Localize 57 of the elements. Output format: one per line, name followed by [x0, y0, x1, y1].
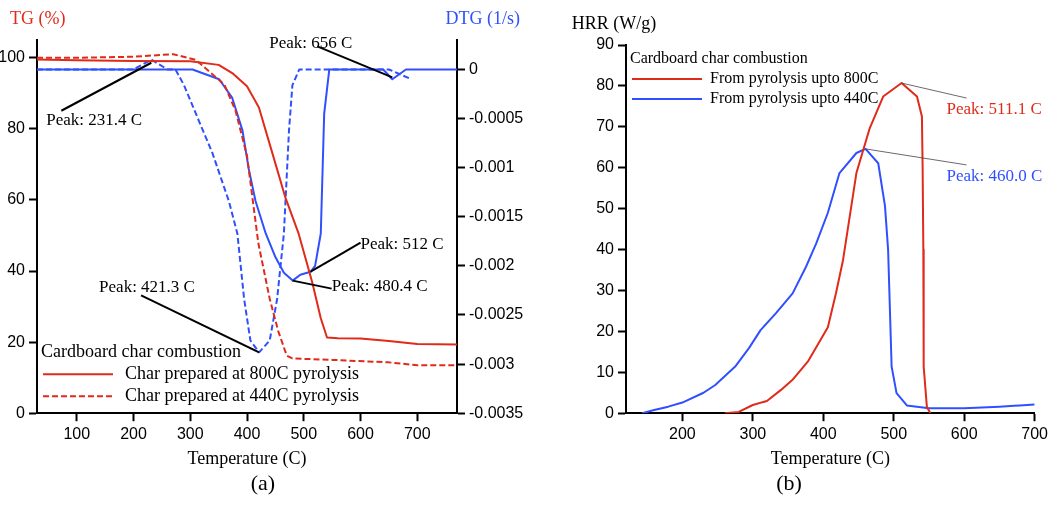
- y2-tick-label: -0.0025: [469, 305, 524, 323]
- x-tick-label: 500: [290, 425, 318, 443]
- y-tick-label: 80: [7, 119, 26, 137]
- y2-tick-label: -0.0005: [469, 108, 524, 126]
- x-tick-label: 300: [176, 425, 204, 443]
- y-tick-label: 60: [596, 158, 615, 176]
- y-tick-label: 30: [596, 280, 615, 298]
- y2-tick-label: -0.003: [469, 354, 515, 372]
- x-tick-label: 300: [739, 425, 767, 443]
- y2-axis-title: DTG (1/s): [445, 8, 520, 29]
- y2-tick-label: -0.0035: [469, 403, 524, 421]
- y-tick-label: 40: [596, 239, 615, 257]
- y-tick-label: 20: [7, 332, 26, 350]
- x-tick-label: 400: [233, 425, 261, 443]
- legend-title: Cardboard char combustion: [630, 49, 808, 67]
- x-tick-label: 200: [120, 425, 147, 443]
- annotation: Peak: 460.0 C: [946, 165, 1043, 185]
- y-tick-label: 60: [7, 190, 26, 208]
- y-axis-title: HRR (W/g): [571, 13, 657, 34]
- annotation: Peak: 656 C: [269, 33, 353, 53]
- x-tick-label: 200: [669, 425, 696, 443]
- y-tick-label: 100: [0, 48, 26, 66]
- y-tick-label: 0: [16, 403, 26, 421]
- y-axis-title: TG (%): [10, 8, 66, 29]
- x-tick-label: 700: [403, 425, 431, 443]
- y-tick-label: 70: [596, 117, 615, 135]
- y-tick-label: 50: [596, 199, 615, 217]
- y2-tick-label: 0: [469, 59, 478, 77]
- x-tick-label: 400: [809, 425, 837, 443]
- legend-title: Cardboard char combustion: [41, 340, 241, 361]
- annotation: Peak: 480.4 C: [331, 275, 428, 295]
- y-tick-label: 40: [7, 261, 26, 279]
- x-tick-label: 500: [880, 425, 908, 443]
- x-axis-title: Temperature (C): [770, 447, 890, 469]
- legend-label: Char prepared at 800C pyrolysis: [125, 362, 359, 383]
- annotation: Peak: 511.1 C: [946, 99, 1042, 119]
- x-tick-label: 100: [63, 425, 91, 443]
- y-tick-label: 80: [596, 76, 615, 94]
- y-tick-label: 90: [596, 35, 615, 53]
- legend-label: Char prepared at 440C pyrolysis: [125, 384, 359, 405]
- y2-tick-label: -0.0015: [469, 207, 524, 225]
- y-tick-label: 0: [605, 403, 615, 421]
- y2-tick-label: -0.001: [469, 158, 515, 176]
- legend-label: From pyrolysis upto 440C: [710, 89, 879, 108]
- x-tick-label: 600: [347, 425, 374, 443]
- text: (b): [775, 470, 803, 496]
- y2-tick-label: -0.002: [469, 256, 515, 274]
- x-axis-title: Temperature (C): [187, 447, 307, 469]
- annotation: Peak: 512 C: [360, 233, 444, 253]
- y-tick-label: 10: [596, 362, 615, 380]
- annotation: Peak: 231.4 C: [46, 109, 143, 129]
- x-tick-label: 700: [1021, 425, 1049, 443]
- annotation: Peak: 421.3 C: [99, 277, 195, 297]
- y-tick-label: 20: [596, 321, 615, 339]
- text: (a): [249, 470, 277, 496]
- x-tick-label: 600: [950, 425, 978, 443]
- legend-label: From pyrolysis upto 800C: [710, 69, 879, 88]
